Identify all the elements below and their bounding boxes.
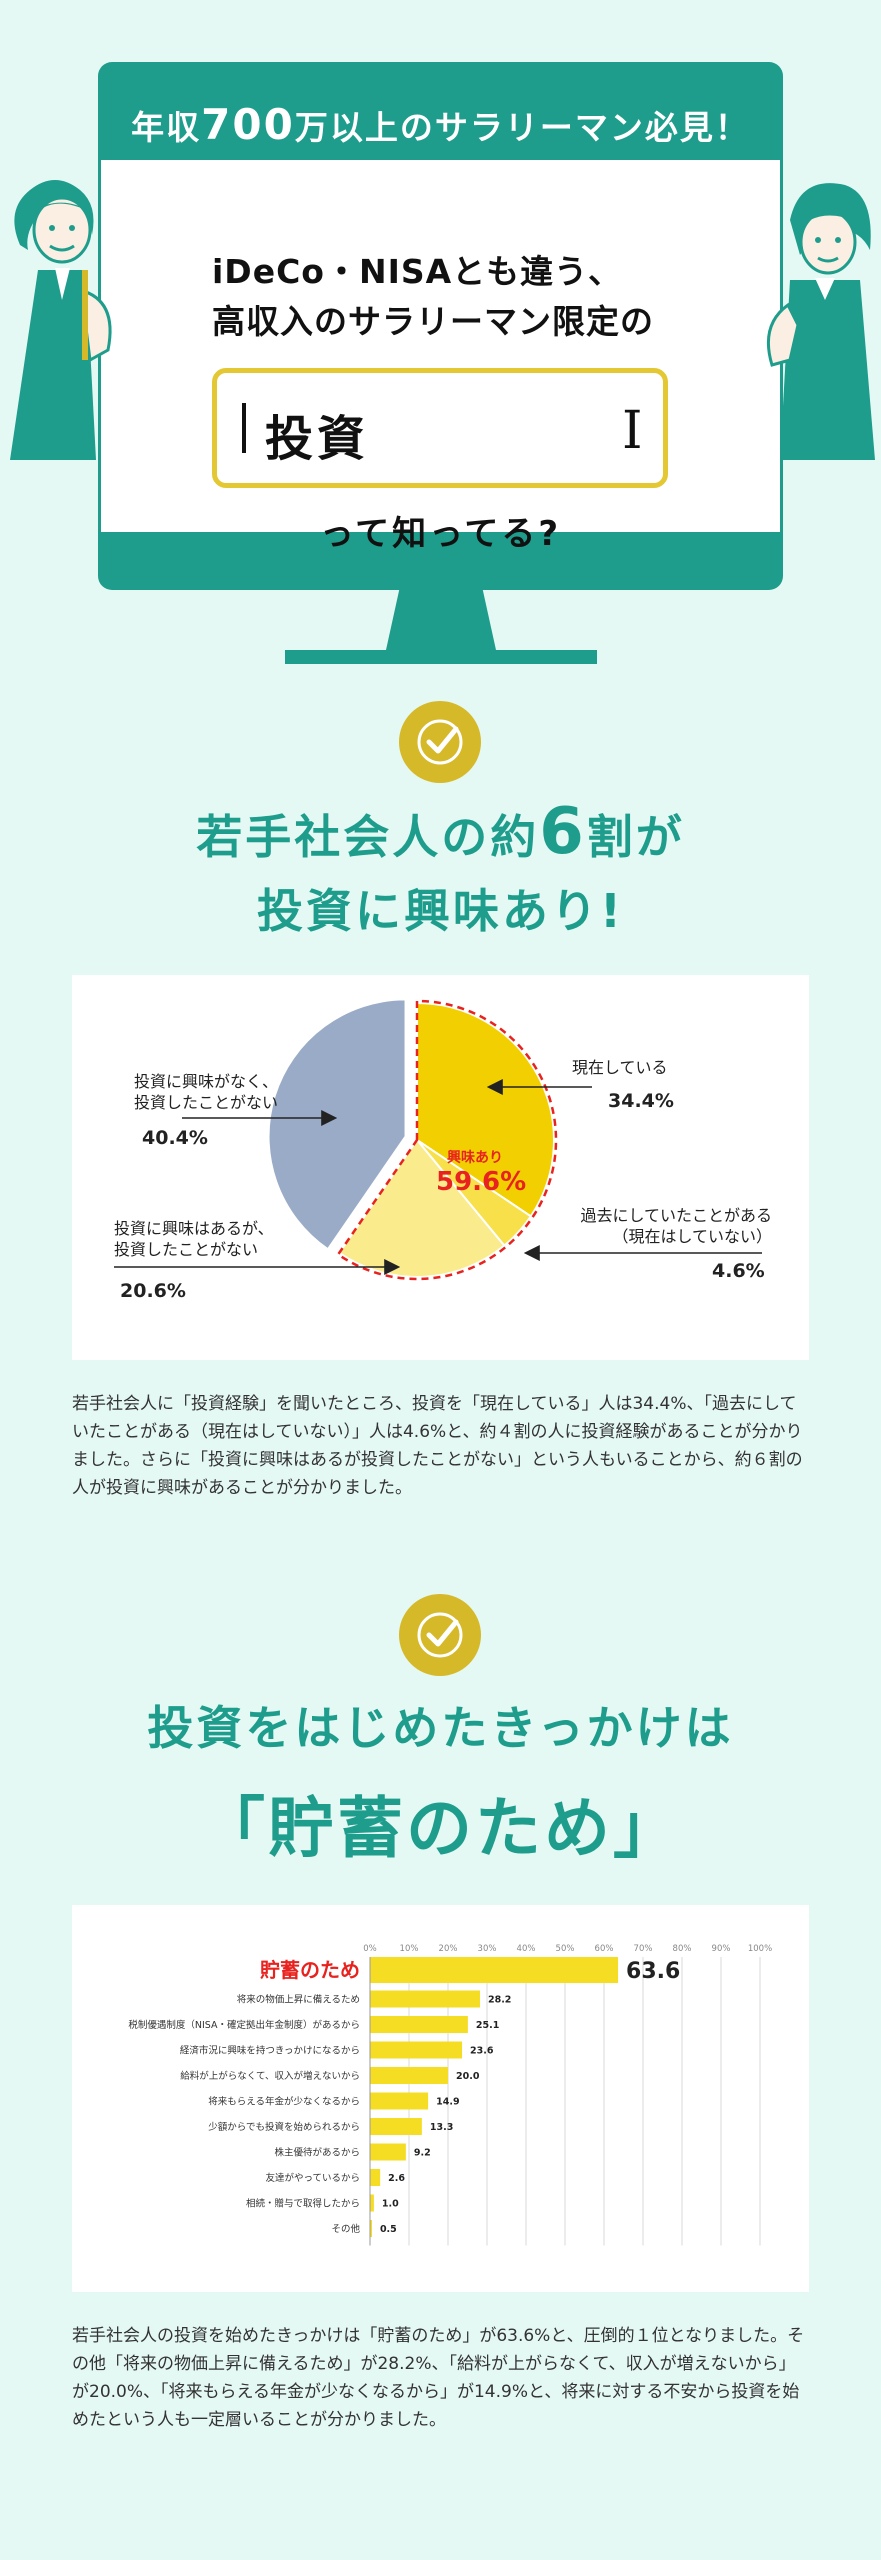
- bar-tick-label: 70%: [634, 1944, 653, 1954]
- bar: [370, 2118, 422, 2135]
- bar-tick-label: 10%: [400, 1944, 419, 1954]
- bar-value-label: 20.0: [456, 2071, 480, 2082]
- bar-category-label: 将来もらえる年金が少なくなるから: [208, 2096, 360, 2108]
- bar-tick-label: 90%: [712, 1944, 731, 1954]
- hero-line-1: iDeCo・NISAとも違う、: [206, 250, 629, 294]
- pie-chart: [114, 998, 762, 1281]
- bar: [370, 1957, 619, 1983]
- monitor-stand-base: [285, 650, 597, 664]
- bar: [370, 2067, 448, 2084]
- headline-post: 万以上のサラリーマン必見！: [294, 108, 750, 147]
- monitor-stand-neck: [386, 590, 496, 650]
- check-icon: [417, 1612, 463, 1658]
- bar-tick-label: 50%: [556, 1944, 575, 1954]
- bar: [370, 2143, 406, 2161]
- bar-value-label: 25.1: [476, 2020, 499, 2031]
- bar-tick-label: 30%: [478, 1944, 497, 1954]
- pie-highlight-outline: [336, 999, 558, 1281]
- bar: [370, 2041, 463, 2059]
- pie-label-past: 過去にしていたことがある （現在はしていない）: [580, 1206, 772, 1246]
- check-badge-1: [399, 701, 481, 783]
- bar-tick-label: 20%: [439, 1944, 458, 1954]
- bar-category-label: 相続・贈与で取得したから: [246, 2198, 360, 2210]
- person-left-illustration: [10, 180, 112, 460]
- bar-value-label: 63.6: [626, 1959, 680, 1984]
- bar: [370, 2169, 381, 2186]
- bar-tick-label: 60%: [595, 1944, 614, 1954]
- search-text: 投資: [265, 411, 370, 467]
- pie-label-current: 現在している: [572, 1058, 668, 1077]
- section2-body: 若手社会人の投資を始めたきっかけは「貯蓄のため」が63.6%と、圧倒的１位となり…: [72, 2326, 805, 2430]
- bar-category-label: その他: [331, 2223, 360, 2235]
- cursor-ibeam-icon: I: [622, 401, 643, 461]
- pie-chart-card: 現在している 34.4% 過去にしていたことがある （現在はしていない） 4.6…: [72, 975, 809, 1360]
- bar: [370, 1990, 480, 2008]
- bar-value-label: 2.6: [388, 2173, 405, 2184]
- pie-highlight-value: 59.6%: [436, 1167, 527, 1197]
- bar-tick-label: 80%: [673, 1944, 692, 1954]
- hero-headline: 年収700万以上のサラリーマン必見！: [98, 100, 783, 149]
- bar-category-label: 税制優遇制度（NISA・確定拠出年金制度）があるから: [128, 2019, 360, 2031]
- monitor-screen: iDeCo・NISAとも違う、 高収入のサラリーマン限定の 投資 I って知って…: [101, 160, 780, 554]
- pie-value-not-interested: 40.4%: [142, 1127, 208, 1149]
- bar: [370, 2220, 372, 2237]
- pie-highlight-label: 興味あり: [447, 1150, 503, 1166]
- bar-category-label: 貯蓄のため: [260, 1958, 360, 1982]
- pie-label-not-interested: 投資に興味がなく、 投資したことがない: [134, 1072, 279, 1112]
- bar-category-label: 株主優待があるから: [274, 2147, 360, 2159]
- bar-value-label: 13.3: [430, 2122, 453, 2133]
- bar-value-label: 1.0: [382, 2199, 399, 2210]
- text-caret: [242, 403, 246, 453]
- pie-value-past: 4.6%: [712, 1260, 765, 1282]
- pie-value-current: 34.4%: [608, 1090, 674, 1112]
- pie-slice-current: [416, 1001, 555, 1218]
- bar-tick-label: 40%: [517, 1944, 536, 1954]
- bar-chart-card: 0% 10% 20% 30% 40% 50% 60% 70% 80% 90% 100% 貯蓄のため 63…: [72, 1905, 809, 2292]
- section2-title-line1: 投資をはじめたきっかけは: [147, 1701, 734, 1755]
- bar: [370, 2016, 468, 2033]
- pie-label-interested: 投資に興味はあるが、 投資したことがない: [114, 1219, 274, 1259]
- bar-tick-label: 0%: [363, 1944, 377, 1954]
- person-right-illustration: [766, 183, 875, 460]
- bar-tick-label: 100%: [748, 1944, 772, 1954]
- pie-value-interested: 20.6%: [120, 1280, 186, 1302]
- bar-value-label: 9.2: [414, 2148, 431, 2159]
- bar-value-label: 0.5: [380, 2224, 397, 2235]
- bar-chart: 0% 10% 20% 30% 40% 50% 60% 70% 80% 90% 100% 貯蓄のため 63…: [128, 1944, 772, 2246]
- hero-monitor: 年収700万以上のサラリーマン必見！ iDeCo・NISAとも違う、 高収入のサ…: [98, 62, 783, 590]
- bar-category-label: 少額からでも投資を始められるから: [208, 2121, 360, 2133]
- bar-value-label: 28.2: [488, 1995, 511, 2006]
- check-badge-2: [399, 1594, 481, 1676]
- section1-body: 若手社会人に「投資経験」を聞いたところ、投資を「現在している」人は34.4%、「…: [72, 1394, 803, 1498]
- search-box: 投資 I: [212, 368, 668, 488]
- headline-pre: 年収: [131, 108, 202, 147]
- check-icon: [417, 719, 463, 765]
- bar-value-label: 14.9: [436, 2097, 459, 2108]
- bar: [370, 2194, 374, 2212]
- headline-big: 700: [201, 100, 295, 149]
- bar-category-label: 経済市況に興味を持つきっかけになるから: [180, 2045, 360, 2057]
- bar-value-label: 23.6: [470, 2046, 494, 2057]
- hero-question: って知ってる?: [319, 514, 562, 554]
- bar-category-label: 友達がやっているから: [265, 2172, 360, 2184]
- bar-category-label: 給料が上がらなくて、収入が増えないから: [180, 2070, 360, 2082]
- bar: [370, 2092, 429, 2110]
- section1-title-line2: 投資に興味あり!: [257, 884, 624, 938]
- pie-slice-interested: [337, 1138, 506, 1278]
- bar-category-label: 将来の物価上昇に備えるため: [237, 1994, 360, 2006]
- section2-title-line2: 「貯蓄のため」: [199, 1790, 682, 1867]
- hero-line-2: 高収入のサラリーマン限定の: [206, 300, 660, 344]
- section1-title-line1: 若手社会人の約6割が: [196, 795, 685, 869]
